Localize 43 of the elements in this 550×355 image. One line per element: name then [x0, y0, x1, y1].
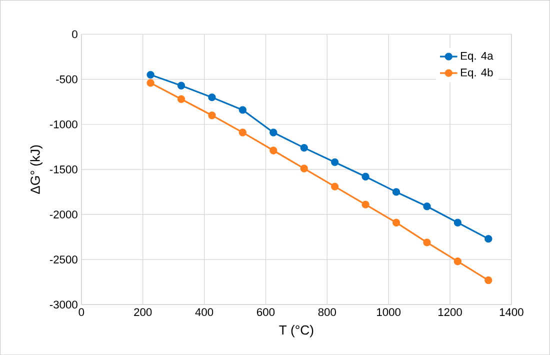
- y-tick-label: -500: [56, 75, 78, 84]
- y-tick-label: -1000: [50, 120, 78, 128]
- y-axis-title: ΔG° (kJ): [30, 145, 42, 194]
- point: [454, 218, 462, 226]
- y-tick-label: 0: [72, 30, 78, 38]
- point: [423, 202, 431, 210]
- point: [484, 276, 492, 284]
- x-tick-label: 1400: [500, 308, 524, 316]
- point: [177, 82, 186, 90]
- x-tick-label: 400: [195, 308, 214, 316]
- point: [177, 95, 186, 103]
- y-tick-label: -3000: [50, 300, 78, 308]
- point: [392, 218, 400, 226]
- x-tick-label: 200: [134, 308, 152, 316]
- point: [392, 188, 400, 196]
- point: [300, 164, 308, 172]
- x-tick-label: 600: [257, 308, 275, 316]
- point: [238, 128, 247, 136]
- point: [146, 70, 154, 79]
- point: [330, 182, 339, 190]
- point: [238, 106, 247, 114]
- legend-label: Eq. 4b: [461, 68, 493, 78]
- y-tick-label: -1500: [50, 165, 78, 174]
- point: [423, 238, 431, 246]
- point: [362, 200, 370, 208]
- point: [208, 93, 216, 102]
- x-tick-label: 0: [78, 308, 84, 316]
- point: [454, 257, 462, 266]
- point: [484, 234, 492, 243]
- point: [208, 111, 216, 120]
- x-tick-label: 1000: [377, 308, 400, 316]
- point: [300, 144, 308, 152]
- point: [270, 146, 278, 154]
- x-tick-label: 1200: [438, 308, 462, 316]
- point: [270, 128, 278, 136]
- y-tick-label: -2000: [50, 210, 78, 218]
- point: [146, 78, 154, 87]
- legend-label: Eq. 4a: [461, 52, 494, 62]
- x-axis-title: T (°C): [279, 324, 314, 338]
- point: [362, 172, 370, 180]
- x-tick-label: 800: [318, 308, 336, 316]
- point: [330, 158, 339, 166]
- y-tick-label: -2500: [50, 256, 78, 264]
